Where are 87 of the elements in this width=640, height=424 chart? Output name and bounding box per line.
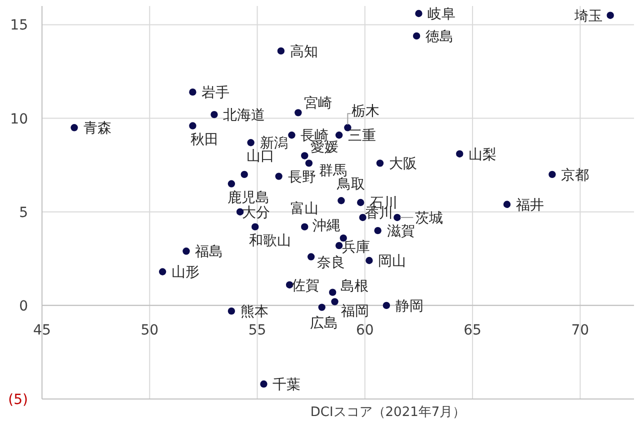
point [335,132,343,139]
annotation: 沖縄 [312,218,340,234]
annotation: 栃木 [352,104,380,120]
point [301,152,308,160]
point [288,132,296,139]
point [376,160,384,167]
annotation: 秋田 [190,132,219,148]
annotation: 和歌山 [249,232,292,249]
y-tick-label: 5 [19,204,28,221]
annotation: 山梨 [468,146,497,163]
point [329,288,336,296]
annotation: 高知 [290,44,318,60]
point [228,180,236,188]
point [228,307,236,315]
point [252,223,259,230]
annotation: 滋賀 [386,224,415,240]
point [606,12,614,19]
point [412,32,420,40]
y-tick-label: 0 [19,298,28,314]
x-tick-label: 50 [140,322,159,338]
annotation: 北海道 [223,108,266,124]
point [247,139,254,146]
annotation: 岩手 [202,85,230,102]
annotation: 青森 [83,120,112,137]
annotation: 鳥取 [336,176,366,193]
annotation: 岡山 [378,254,406,270]
point [158,268,166,276]
point [382,302,390,310]
point [307,253,315,260]
x-tick-label: 70 [571,322,590,338]
annotation: 富山 [290,200,319,217]
point [210,110,218,118]
annotation: 奈良 [317,254,346,271]
point [331,298,338,306]
point [260,380,268,388]
x-tick-label: 65 [464,322,482,338]
annotation: 鹿児島 [227,190,270,206]
annotation: 広島 [310,315,338,332]
annotation: 兵庫 [342,240,370,256]
point [182,248,190,255]
y-tick-label: 15 [10,18,28,34]
annotation: 埼玉 [573,8,602,24]
point [503,200,511,208]
point [357,198,364,206]
annotation: 長野 [288,169,316,186]
point [189,122,196,130]
annotation: 佐賀 [292,278,320,294]
point [548,170,556,178]
x-tick-label: 55 [248,322,266,338]
point [456,150,464,158]
annotation: 山形 [172,264,200,281]
point [275,172,282,180]
annotation: 宮崎 [304,96,332,112]
annotation: 京都 [561,167,590,184]
point [294,109,302,116]
point [394,214,401,222]
annotation: 福島 [195,244,224,260]
point [277,47,285,55]
point [301,223,308,230]
annotation: 茨城 [415,210,444,226]
annotation: 熊本 [240,304,268,320]
annotation: 静岡 [395,298,424,314]
point [70,124,78,132]
point [359,214,366,222]
x-tick-label: 60 [356,322,374,338]
annotation: 大分 [242,204,270,221]
annotation: 愛媛 [310,140,339,156]
point [415,10,422,18]
annotation: 徳島 [426,28,454,45]
y-tick-label: (5) [8,392,28,408]
x-axis-title: DCIスコア（2021年7月） [310,405,466,420]
point [305,160,313,167]
point [366,256,373,264]
x-tick-label: 45 [33,322,51,338]
point [374,226,382,234]
annotation: 三重 [348,128,376,144]
annotation: 島根 [340,278,369,294]
point [318,304,326,311]
annotation: 千葉 [272,377,301,394]
annotation: 福井 [516,197,544,214]
annotation: 岐阜 [428,6,456,22]
y-tick-label: 10 [10,111,28,128]
annotation: 福岡 [340,304,369,320]
point [240,170,248,178]
annotation: 大阪 [388,156,417,172]
point [338,197,345,204]
point [189,88,196,96]
